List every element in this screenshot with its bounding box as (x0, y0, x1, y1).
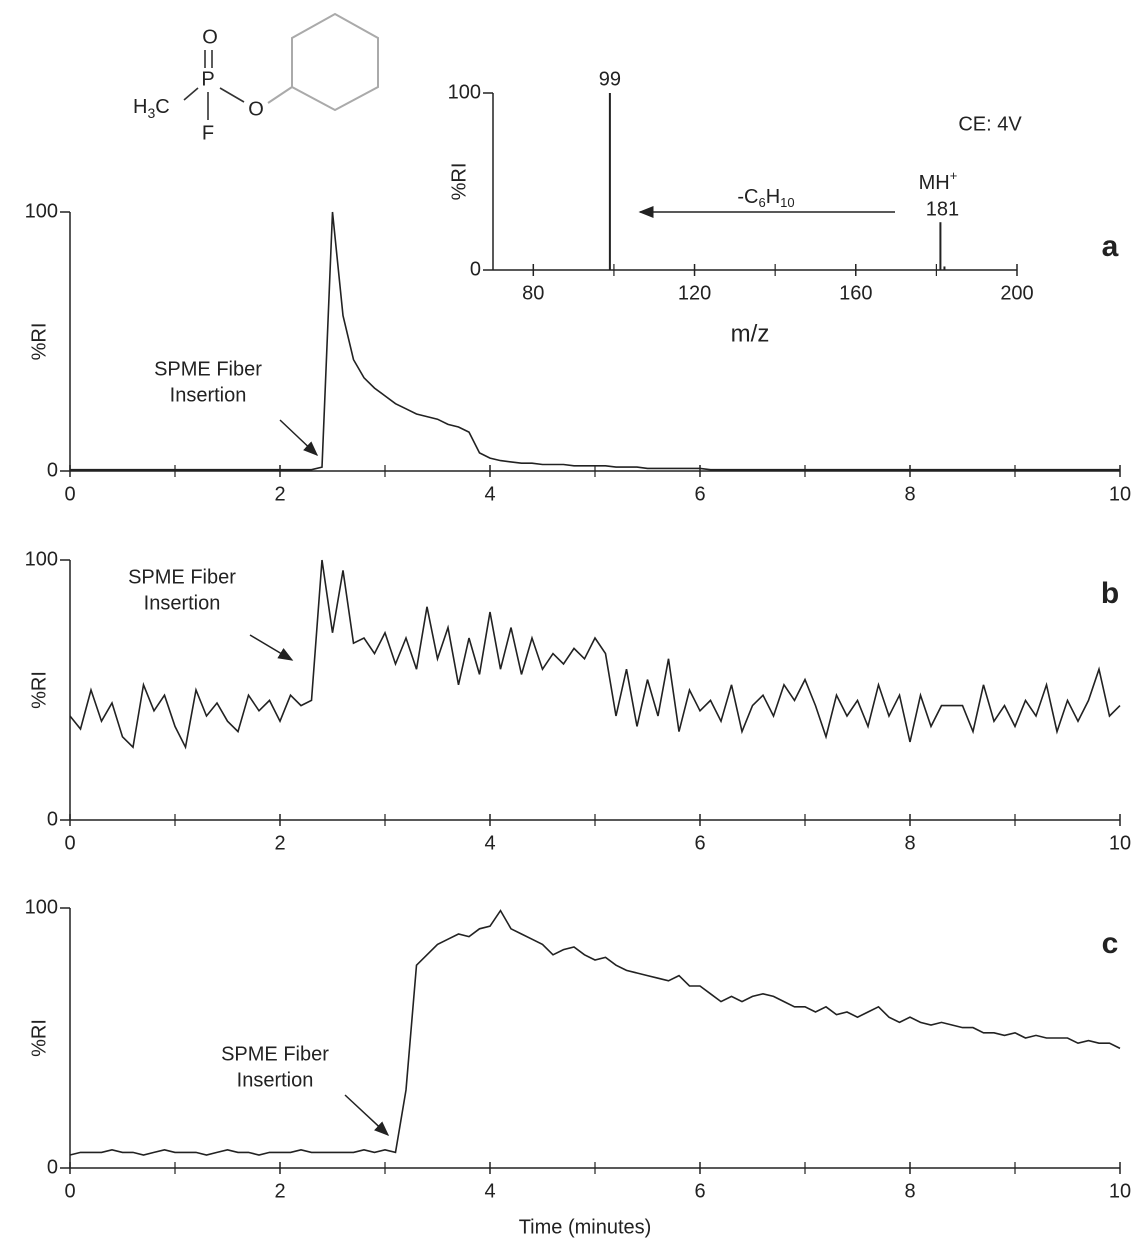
y-tick-label: 0 (47, 808, 58, 830)
loss-label: -C6H10 (737, 186, 794, 210)
atom: P (201, 68, 214, 90)
atom: F (202, 122, 214, 144)
annotation: SPME Fiber (128, 566, 236, 588)
annotation: Insertion (237, 1069, 314, 1091)
annotation-arrow (344, 1094, 390, 1137)
x-tick-label: 0 (64, 483, 75, 505)
annotation-arrow (279, 419, 319, 457)
x-tick-label: 10 (1109, 1180, 1131, 1202)
x-tick-label: 8 (904, 832, 915, 854)
x-tick-label: 4 (484, 832, 495, 854)
loss-text: H (766, 186, 780, 208)
panel-letter: c (1102, 927, 1119, 960)
x-tick-label: 160 (839, 282, 872, 304)
x-axis-label: m/z (731, 320, 770, 347)
y-tick-label: 100 (25, 548, 58, 570)
x-tick-label: 2 (274, 832, 285, 854)
x-tick-label: 6 (694, 483, 705, 505)
y-axis-label: %RI (28, 671, 50, 709)
x-tick-label: 4 (484, 483, 495, 505)
x-tick-label: 8 (904, 483, 915, 505)
peak-label: 99 (599, 68, 621, 90)
loss-text: -C (737, 186, 758, 208)
x-tick-label: 6 (694, 1180, 705, 1202)
x-tick-label: 200 (1000, 282, 1033, 304)
y-axis-label: %RI (28, 1019, 50, 1057)
y-axis-label: %RI (28, 323, 50, 361)
bond (267, 86, 293, 104)
subscript: 10 (780, 195, 794, 210)
y-tick-label: 100 (25, 896, 58, 918)
annotation: Insertion (144, 592, 221, 614)
annotation: Insertion (170, 384, 247, 406)
x-tick-label: 0 (64, 832, 75, 854)
y-tick-label: 100 (448, 81, 481, 103)
trace (69, 559, 1121, 750)
trace (69, 909, 1121, 1156)
subscript: 3 (147, 105, 155, 121)
annotation: SPME Fiber (221, 1043, 329, 1065)
x-tick-label: 10 (1109, 832, 1131, 854)
x-tick-label: 8 (904, 1180, 915, 1202)
y-tick-label: 0 (47, 459, 58, 481)
x-tick-label: 2 (274, 1180, 285, 1202)
annotation-arrow (249, 634, 294, 661)
x-tick-label: 6 (694, 832, 705, 854)
atom: C (155, 96, 169, 118)
structure: O P O F H3C (133, 12, 379, 144)
atom: O (248, 98, 264, 120)
atom: H (133, 96, 147, 118)
x-tick-label: 2 (274, 483, 285, 505)
atom: O (202, 26, 218, 48)
x-axis-label: Time (minutes) (519, 1216, 652, 1238)
x-tick-label: 4 (484, 1180, 495, 1202)
superscript: + (950, 168, 958, 183)
y-tick-label: 0 (470, 258, 481, 280)
trace (70, 211, 1120, 471)
methyl: H3C (133, 96, 170, 120)
y-axis-label: %RI (448, 163, 470, 201)
x-tick-label: 120 (678, 282, 711, 304)
ion-text: MH (919, 172, 950, 194)
ring (291, 12, 379, 112)
annotation: SPME Fiber (154, 358, 262, 380)
bond (183, 87, 199, 101)
ion-label: MH+ (919, 168, 958, 194)
x-tick-label: 10 (1109, 483, 1131, 505)
bond (219, 87, 245, 103)
peak-label: 181 (926, 198, 959, 220)
subscript: 6 (758, 195, 765, 210)
x-tick-label: 0 (64, 1180, 75, 1202)
panel-letter: a (1102, 230, 1119, 263)
annotation: CE: 4V (958, 113, 1022, 135)
y-tick-label: 100 (25, 200, 58, 222)
panel-letter: b (1101, 577, 1119, 610)
x-tick-label: 80 (522, 282, 544, 304)
y-tick-label: 0 (47, 1156, 58, 1178)
